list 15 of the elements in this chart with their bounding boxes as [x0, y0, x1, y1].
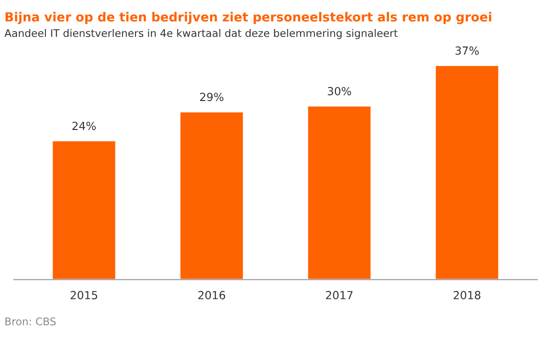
data-label: 24%	[72, 122, 96, 130]
chart-title: Bijna vier op de tien bedrijven ziet personeelstekort als rem op groei	[6, 12, 492, 24]
chart-subtitle: Aandeel IT dienstverleners in 4e kwartaal dat deze belemmering signaleert	[4, 28, 398, 40]
text: Bron: CBS	[5, 317, 56, 326]
x-tick-label: 2016	[198, 290, 226, 300]
bar	[179, 110, 244, 280]
data-label: 29%	[200, 92, 224, 102]
x-tick-label: 2017	[326, 290, 353, 300]
bar	[434, 64, 500, 280]
bar	[306, 105, 372, 280]
data-label: 30%	[328, 86, 352, 96]
bar	[51, 140, 117, 280]
x-tick-label: 2018	[454, 290, 480, 300]
data-label: 37%	[456, 46, 479, 55]
x-tick-label: 2015	[70, 290, 98, 300]
